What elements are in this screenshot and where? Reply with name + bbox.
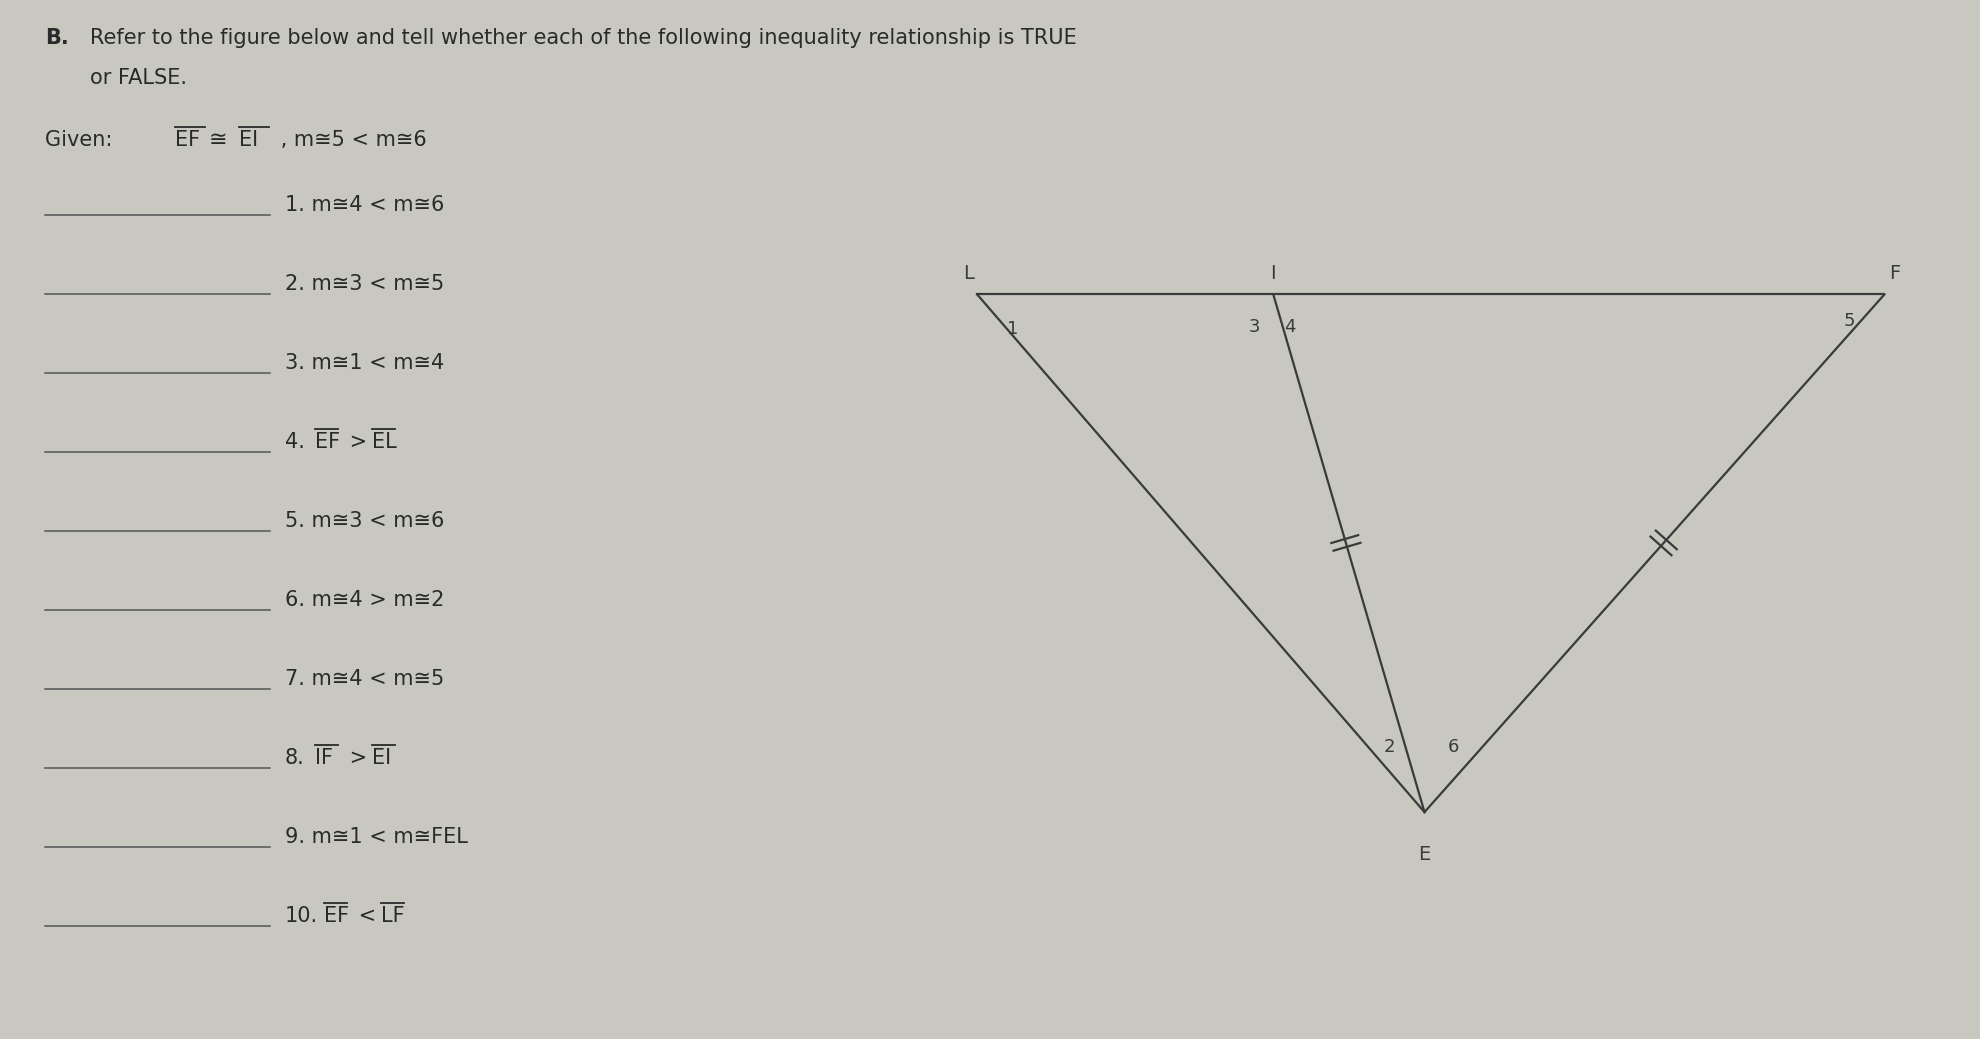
Text: F: F — [1889, 264, 1901, 283]
Text: B.: B. — [46, 28, 69, 48]
Text: EF: EF — [325, 906, 348, 926]
Text: 7. m≅4 < m≅5: 7. m≅4 < m≅5 — [285, 669, 444, 689]
Text: L: L — [962, 264, 974, 283]
Text: 3. m≅1 < m≅4: 3. m≅1 < m≅4 — [285, 353, 444, 373]
Text: , m≅5 < m≅6: , m≅5 < m≅6 — [273, 130, 428, 150]
Text: or FALSE.: or FALSE. — [89, 68, 186, 88]
Text: EF: EF — [174, 130, 200, 150]
Text: 5. m≅3 < m≅6: 5. m≅3 < m≅6 — [285, 511, 444, 531]
Text: IF: IF — [315, 748, 333, 768]
Text: EI: EI — [240, 130, 257, 150]
Text: 2: 2 — [1384, 738, 1396, 755]
Text: 4.: 4. — [285, 432, 305, 452]
Text: EL: EL — [372, 432, 396, 452]
Text: Refer to the figure below and tell whether each of the following inequality rela: Refer to the figure below and tell wheth… — [89, 28, 1077, 48]
Text: E: E — [1418, 845, 1432, 864]
Text: LF: LF — [382, 906, 406, 926]
Text: 9. m≅1 < m≅FEL: 9. m≅1 < m≅FEL — [285, 827, 467, 847]
Text: 1. m≅4 < m≅6: 1. m≅4 < m≅6 — [285, 195, 444, 215]
Text: I: I — [1271, 264, 1277, 283]
Text: 5: 5 — [1843, 312, 1855, 329]
Text: <: < — [352, 906, 382, 926]
Text: ≅: ≅ — [210, 130, 228, 150]
Text: >: > — [343, 748, 374, 768]
Text: 1: 1 — [1006, 320, 1018, 339]
Text: 10.: 10. — [285, 906, 319, 926]
Text: 8.: 8. — [285, 748, 305, 768]
Text: Given:: Given: — [46, 130, 119, 150]
Text: 4: 4 — [1283, 318, 1295, 336]
Text: 6: 6 — [1447, 738, 1459, 755]
Text: EF: EF — [315, 432, 341, 452]
Text: 6. m≅4 > m≅2: 6. m≅4 > m≅2 — [285, 590, 444, 610]
Text: 2. m≅3 < m≅5: 2. m≅3 < m≅5 — [285, 274, 444, 294]
Text: >: > — [343, 432, 374, 452]
Text: 3: 3 — [1249, 318, 1259, 336]
Text: EI: EI — [372, 748, 390, 768]
